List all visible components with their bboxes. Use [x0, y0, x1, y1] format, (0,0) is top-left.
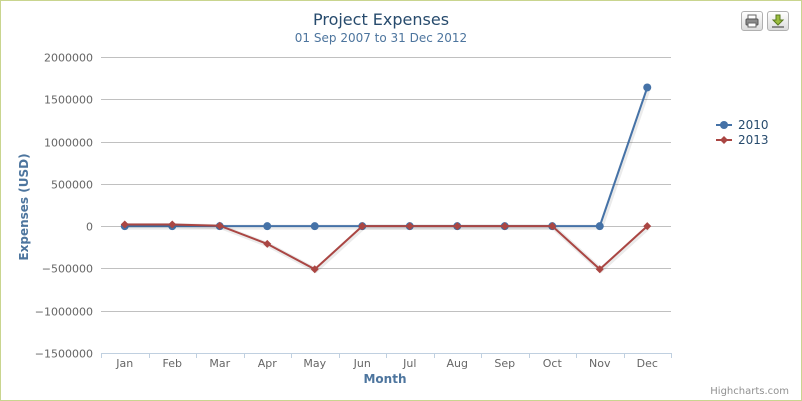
x-tick-label: Dec — [637, 357, 658, 370]
printer-icon — [745, 14, 759, 28]
print-button[interactable] — [741, 11, 763, 31]
x-tick-label: Jul — [402, 357, 416, 370]
series-shadow-2010 — [125, 87, 651, 230]
y-tick-label: 500000 — [51, 179, 93, 192]
y-tick-label: 2000000 — [44, 52, 93, 65]
data-point-2013[interactable] — [358, 222, 367, 231]
legend-label-2013: 2013 — [738, 133, 769, 147]
chart-subtitle: 01 Sep 2007 to 31 Dec 2012 — [294, 31, 468, 45]
data-point-2013[interactable] — [215, 221, 224, 230]
data-point-2013[interactable] — [310, 265, 319, 274]
data-point-2013[interactable] — [548, 222, 557, 231]
data-point-2010[interactable] — [263, 222, 272, 231]
credits-link[interactable]: Highcharts.com — [710, 386, 789, 397]
series-line-2013 — [124, 223, 648, 271]
x-tick-label: Apr — [258, 357, 278, 370]
y-tick-label: 0 — [86, 221, 93, 234]
legend-label-2010: 2010 — [738, 118, 769, 132]
data-point-2013[interactable] — [500, 222, 509, 231]
data-point-2013[interactable] — [453, 222, 462, 231]
y-tick-label: −1500000 — [35, 348, 93, 361]
x-tick-label: Sep — [494, 357, 515, 370]
data-point-2013[interactable] — [595, 265, 604, 274]
data-point-2013[interactable] — [643, 222, 652, 231]
series-shadow-2013 — [125, 223, 650, 274]
chart-title: Project Expenses — [312, 10, 450, 29]
download-button[interactable] — [767, 11, 789, 31]
x-tick-label: Feb — [163, 357, 182, 370]
data-point-2013[interactable] — [263, 239, 272, 248]
y-axis-title: Expenses (USD) — [17, 153, 31, 260]
legend-symbol-2013 — [716, 136, 732, 144]
data-point-2013[interactable] — [120, 220, 129, 229]
x-tick-label: Nov — [589, 357, 611, 370]
y-tick-label: 1000000 — [44, 137, 93, 150]
x-tick-label: Aug — [447, 357, 468, 370]
y-tick-label: −500000 — [42, 263, 93, 276]
data-point-2010[interactable] — [595, 222, 604, 231]
x-tick-label: Oct — [543, 357, 563, 370]
download-icon — [771, 14, 785, 28]
data-point-2013[interactable] — [405, 222, 414, 231]
y-tick-label: −1000000 — [35, 306, 93, 319]
x-tick-label: Jun — [353, 357, 371, 370]
series-line-2010 — [124, 87, 649, 228]
y-tick-label: 1500000 — [44, 94, 93, 107]
x-tick-label: May — [303, 357, 326, 370]
x-axis-title: Month — [363, 372, 406, 386]
legend-symbol-2010 — [716, 121, 732, 129]
x-tick-label: Jan — [115, 357, 133, 370]
data-point-2010[interactable] — [310, 222, 319, 231]
data-point-2013[interactable] — [168, 220, 177, 229]
data-point-2010[interactable] — [643, 83, 652, 92]
x-tick-label: Mar — [209, 357, 230, 370]
